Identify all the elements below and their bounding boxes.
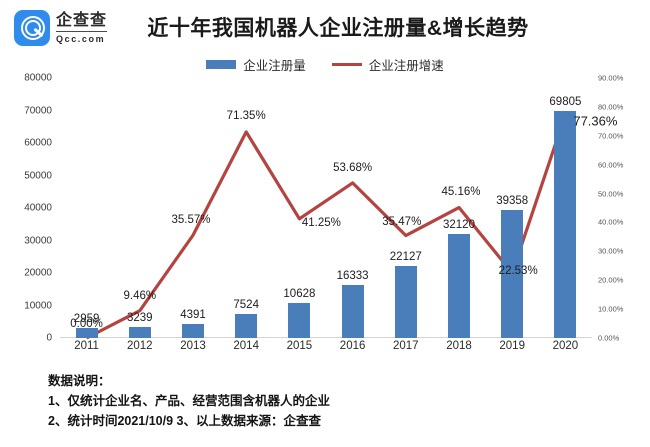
x-tick-2018: 2018 bbox=[446, 340, 472, 352]
chart-column: 32120 2018 bbox=[432, 78, 485, 352]
logo-brand-cn: 企查查 bbox=[56, 12, 108, 32]
bar-value-label: 39358 bbox=[496, 195, 529, 208]
y-tick-right: 10.00% bbox=[598, 304, 624, 314]
line-value-label: 53.68% bbox=[333, 161, 373, 174]
y-tick-left: 70000 bbox=[24, 105, 52, 116]
y-tick-right: 30.00% bbox=[598, 246, 624, 256]
y-tick-left: 30000 bbox=[24, 235, 52, 246]
y-tick-right: 40.00% bbox=[598, 217, 624, 227]
plot-canvas: 2959 2011 3239 2012 4391 2013 7524 2014 10628 201… bbox=[60, 78, 617, 352]
bar-2020[interactable] bbox=[554, 111, 577, 338]
y-tick-right: 70.00% bbox=[598, 131, 624, 141]
chart-column: 10628 2015 bbox=[273, 78, 326, 352]
line-value-label: 77.36% bbox=[573, 113, 618, 128]
chart-column: 69805 2020 bbox=[539, 78, 592, 352]
bar-2013[interactable] bbox=[181, 323, 204, 338]
y-tick-right: 80.00% bbox=[598, 102, 624, 112]
bar-2016[interactable] bbox=[341, 284, 364, 338]
legend-label-bars: 企业注册量 bbox=[243, 58, 306, 73]
bar-value-label: 69805 bbox=[549, 96, 582, 109]
y-tick-right: 90.00% bbox=[598, 73, 624, 83]
qcc-logo-icon bbox=[14, 10, 50, 46]
y-tick-left: 80000 bbox=[24, 72, 52, 84]
bar-value-label: 4391 bbox=[180, 308, 206, 321]
y-tick-left: 50000 bbox=[24, 170, 52, 181]
notes-heading: 数据说明： bbox=[48, 374, 111, 388]
legend-swatch-bar-icon bbox=[206, 59, 237, 69]
bar-2014[interactable] bbox=[235, 313, 258, 338]
y-tick-right: 20.00% bbox=[598, 275, 624, 285]
y-axis-right: 0.00% 10.00% 20.00% 30.00% 40.00% 50.00% 60.00… bbox=[592, 74, 650, 343]
x-tick-2013: 2013 bbox=[180, 340, 206, 352]
data-notes: 数据说明： 1、仅统计企业名、产品、经营范围含机器人的企业 2、统计时间2021… bbox=[48, 372, 618, 431]
chart-column: 22127 2017 bbox=[379, 78, 432, 352]
bar-value-label: 16333 bbox=[336, 269, 369, 282]
chart-column: 16333 2016 bbox=[326, 78, 379, 352]
x-tick-2017: 2017 bbox=[392, 340, 419, 352]
line-value-label: 35.47% bbox=[382, 215, 422, 228]
line-value-label: 22.53% bbox=[498, 264, 538, 277]
x-tick-2015: 2015 bbox=[286, 340, 313, 352]
bar-value-label: 22127 bbox=[389, 251, 422, 264]
bar-2011[interactable] bbox=[75, 328, 98, 338]
bar-2017[interactable] bbox=[394, 266, 417, 338]
page-header: 企查查 Qcc.com 近十年我国机器人企业注册量&增长趋势 bbox=[0, 0, 650, 52]
y-tick-left: 10000 bbox=[24, 300, 52, 311]
bar-value-label: 3239 bbox=[126, 312, 153, 325]
growth-line-series bbox=[85, 114, 567, 340]
line-value-label: 45.16% bbox=[441, 185, 481, 198]
bar-2019[interactable] bbox=[501, 210, 524, 338]
notes-line-1: 1、仅统计企业名、产品、经营范围含机器人的企业 bbox=[48, 393, 330, 408]
line-value-label: 9.46% bbox=[123, 289, 157, 302]
y-tick-right: 60.00% bbox=[598, 160, 624, 170]
x-tick-2012: 2012 bbox=[126, 340, 153, 352]
chart-column: 39358 2019 bbox=[486, 78, 539, 352]
logo-brand-en: Qcc.com bbox=[56, 33, 106, 44]
legend-label-line: 企业注册增速 bbox=[368, 58, 444, 73]
y-tick-left: 40000 bbox=[24, 202, 52, 214]
bar-2015[interactable] bbox=[288, 303, 311, 338]
bar-2012[interactable] bbox=[128, 327, 151, 338]
bar-value-label: 7524 bbox=[233, 298, 259, 311]
page-title: 近十年我国机器人企业注册量&增长趋势 bbox=[147, 17, 529, 40]
x-tick-2014: 2014 bbox=[233, 340, 259, 352]
chart-column: 4391 2013 bbox=[166, 78, 219, 352]
y-axis-left: 0 10000 20000 30000 40000 50000 60000 70000 8000… bbox=[0, 73, 58, 344]
line-value-label: 35.57% bbox=[171, 214, 211, 227]
legend-item-bars: 企业注册量 bbox=[206, 55, 306, 74]
y-tick-right: 50.00% bbox=[598, 189, 624, 199]
line-value-label: 41.25% bbox=[301, 216, 341, 229]
chart-column: 7524 2014 bbox=[220, 78, 273, 352]
bar-value-label: 10628 bbox=[283, 288, 316, 301]
chart-plot-area: 0 10000 20000 30000 40000 50000 60000 70000 8000… bbox=[0, 73, 650, 362]
bar-value-label: 32120 bbox=[442, 218, 475, 231]
line-value-label: 71.35% bbox=[226, 109, 266, 122]
x-tick-2020: 2020 bbox=[552, 340, 579, 352]
x-axis-line bbox=[60, 336, 592, 338]
notes-line-2: 2、统计时间2021/10/9 3、以上数据来源：企查查 bbox=[48, 413, 321, 428]
chart-column: 3239 2012 bbox=[113, 78, 166, 352]
line-value-label: 0.00% bbox=[70, 318, 103, 330]
y-tick-left: 20000 bbox=[24, 267, 52, 279]
y-tick-right: 0.00% bbox=[598, 333, 620, 343]
chart-column: 2959 2011 bbox=[60, 78, 113, 352]
legend-item-line: 企业注册增速 bbox=[331, 55, 444, 74]
x-tick-2011: 2011 bbox=[74, 340, 99, 352]
bar-value-label: 2959 bbox=[73, 313, 100, 326]
x-tick-2016: 2016 bbox=[339, 340, 366, 352]
y-tick-left: 0 bbox=[46, 332, 52, 344]
y-tick-left: 60000 bbox=[24, 137, 52, 149]
bar-2018[interactable] bbox=[447, 233, 470, 338]
legend-swatch-line-icon bbox=[331, 62, 362, 66]
x-tick-2019: 2019 bbox=[499, 340, 525, 352]
chart-legend: 企业注册量 企业注册增速 bbox=[0, 54, 650, 74]
qcc-logo: 企查查 Qcc.com bbox=[14, 8, 118, 48]
